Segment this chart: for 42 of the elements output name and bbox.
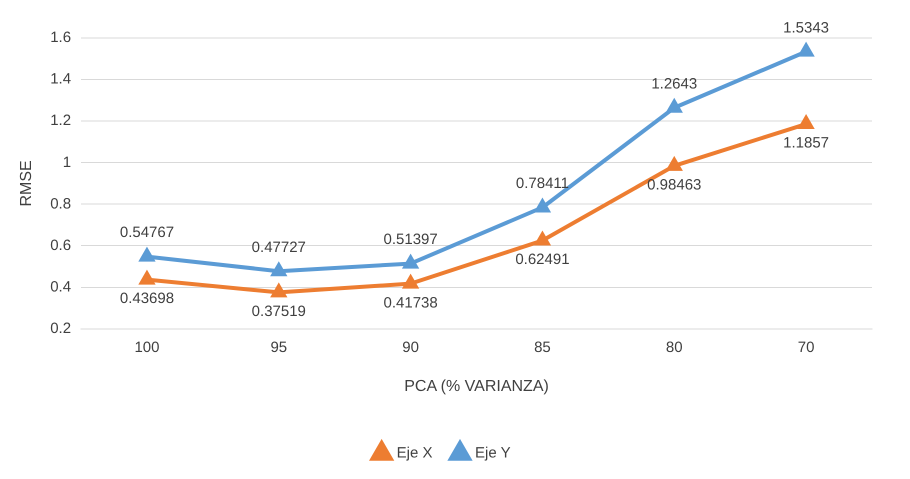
x-tick-label: 85 (534, 338, 551, 356)
data-label: 0.62491 (515, 251, 570, 268)
y-tick-label: 1.4 (50, 70, 72, 88)
point (272, 263, 286, 276)
data-label: 0.78411 (516, 175, 569, 192)
data-label: 0.54767 (120, 224, 174, 242)
legend-label: Eje Y (475, 444, 511, 462)
y-tick-label: 0.6 (50, 236, 72, 254)
data-label: 1.2643 (651, 75, 698, 92)
x-tick-label: 80 (666, 338, 683, 356)
point (535, 232, 550, 246)
data-label: 0.37519 (252, 303, 306, 320)
legend-label: Eje X (396, 444, 433, 462)
data-label: 0.98463 (647, 176, 702, 194)
x-axis-title: PCA (% VARIANZA) (404, 378, 549, 395)
data-label: 0.41738 (383, 294, 438, 312)
y-tick-label: 1.2 (50, 112, 72, 130)
data-label: 0.51397 (383, 231, 438, 248)
x-tick-label: 90 (402, 338, 419, 356)
y-tick-label: 0.2 (50, 320, 72, 337)
x-tick-label: 100 (134, 338, 160, 356)
point (403, 276, 418, 289)
x-tick-label: 70 (798, 338, 814, 356)
point (798, 116, 814, 130)
y-tick-label: 0.4 (50, 278, 72, 296)
data-label: 1.5343 (783, 19, 830, 36)
point (798, 44, 814, 57)
y-tick-label: 1 (62, 154, 72, 171)
point (535, 199, 550, 212)
y-tick-label: 0.8 (50, 195, 72, 212)
point (403, 256, 418, 269)
x-tick-label: 95 (270, 338, 288, 356)
y-tick-label: 1.6 (50, 29, 72, 46)
data-label: 0.43698 (120, 290, 174, 308)
y-axis-title: RMSE (18, 160, 36, 207)
data-label: 1.1857 (783, 134, 830, 152)
data-label: 0.47727 (252, 238, 306, 256)
point (667, 158, 682, 171)
point (140, 248, 154, 262)
point (272, 284, 286, 298)
point (667, 100, 682, 113)
point (140, 272, 154, 285)
